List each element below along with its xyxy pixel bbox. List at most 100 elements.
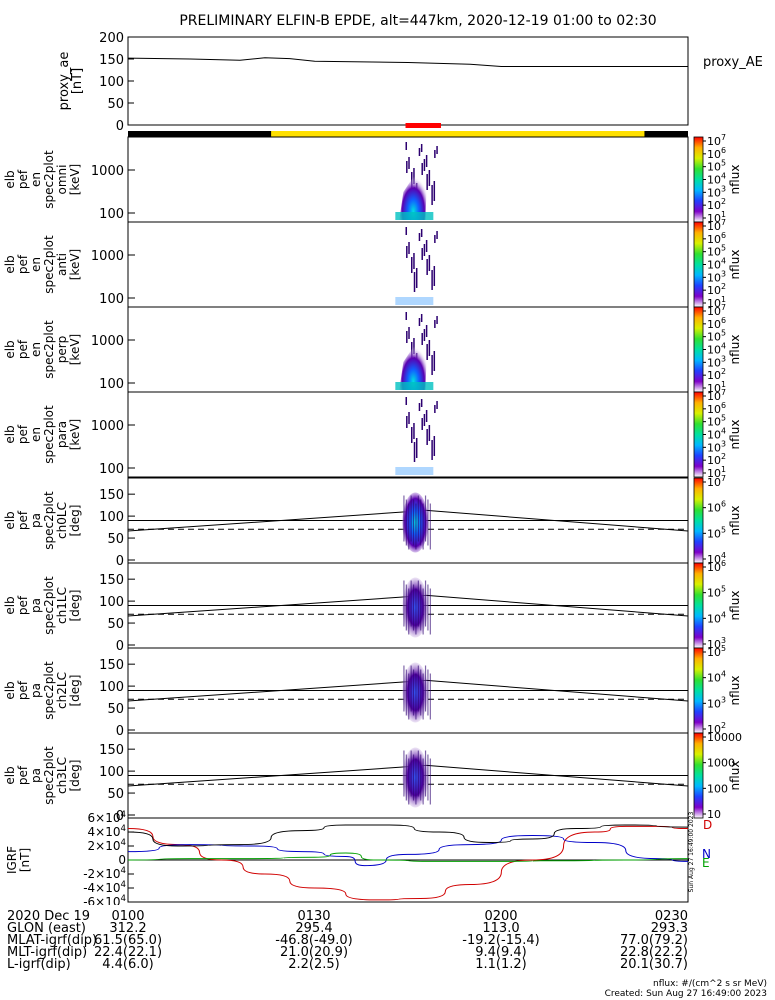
spectrogram-speckle [434,150,436,158]
spectrogram-speckle [420,499,422,546]
colorbar [693,136,704,223]
colorbar-tick-label: 100 [707,782,728,795]
panel-ylabel: [keV] [68,419,82,450]
panel-ylabel: ch3LC [55,757,69,794]
spectrogram-speckle [420,314,423,322]
colorbar-tick-label: 10000 [707,731,742,744]
colorbar-label: nflux [728,250,742,280]
panel-ylabel: [keV] [68,334,82,365]
panel-ylabel: spec2plot [42,661,56,720]
footer-value: 295.4 [295,921,333,936]
panel-ytick-label: 1000 [91,249,124,264]
panel-ylabel: elb [3,170,17,188]
spectrogram-speckle [413,423,415,439]
spectrogram-speckle [412,669,415,716]
panel-ytick-label: 50 [107,787,124,802]
panel-ylabel: en [29,342,43,357]
footer-value: 0100 [111,909,145,924]
footer-value: 2.2(2.5) [288,957,340,972]
proxy-ae-frame [127,36,689,126]
colorbar-tick-label: 107 [707,218,726,233]
panel-ylabel: pa [29,768,43,783]
spectrogram-low-energy [395,212,434,220]
units-note: nflux: #/(cm^2 s sr MeV) Created: Sun Au… [605,979,767,999]
colorbar-label: nflux [728,761,742,791]
spectrogram-speckle [410,495,412,542]
spectrogram-speckle [431,355,433,375]
spectrogram-speckle [403,750,405,797]
spectrogram-speckle [405,669,407,716]
spectrogram-speckle [418,233,421,241]
spectrogram-speckle [405,754,407,801]
spectrogram-speckle [436,231,438,239]
proxy-ae-ytick-label: 0 [116,119,124,134]
spectrogram-speckle [429,503,431,550]
spectrogram-speckle [411,427,413,443]
colorbar [693,647,704,734]
footer-value: 0130 [297,909,331,924]
footer-value: 22.4(22.1) [93,945,163,960]
spectrogram-speckle [436,316,438,324]
spectrogram-speckle [428,255,431,271]
colorbar-tick-label: 101 [707,380,726,395]
colorbar-tick-label: 106 [707,500,726,515]
spectrogram-speckle [410,665,412,712]
colorbar-tick-label: 104 [707,257,726,272]
footer-row: GLON (east) 312.2 295.4 113.0 293.3 [0,922,775,936]
spectrogram-speckle [429,758,431,805]
spectrogram-speckle [408,503,410,550]
spectrogram-speckle [427,584,429,631]
spectrogram-speckle [423,414,426,426]
panel-ylabel: spec2plot [42,405,56,464]
colorbar-label: nflux [728,591,742,621]
colorbar [693,732,704,819]
colorbar-label: nflux [728,506,742,536]
colorbar-tick-label: 104 [707,342,726,357]
spectrogram-speckle [405,584,407,631]
panel-ylabel: spec2plot [42,235,56,294]
spectrogram-speckle [405,397,408,405]
colorbar-tick-label: 106 [707,231,726,246]
colorbar-tick-label: 104 [707,172,726,187]
spectrogram-speckle [434,405,436,413]
spectrogram-speckle [406,246,408,258]
igrf-ylabel: IGRF [5,846,19,874]
spectrogram-speckle [406,416,408,428]
spectrogram-speckle [429,673,431,720]
panel-ytick-label: 1000 [91,164,124,179]
spectrogram-speckle [421,418,423,430]
footer-value: 22.8(22.2) [619,945,688,960]
panel-ylabel: ch0LC [55,502,69,539]
colorbar-tick-label: 1000 [707,757,735,770]
panel-ylabel: perp [55,336,69,364]
panel-ylabel: en [29,172,43,187]
spectrogram-flux [399,162,428,220]
igrf-ytick-label: 0 [118,853,126,867]
figure-canvas: PRELIMINARY ELFIN-B EPDE, alt=447km, 202… [3,13,763,905]
spectrogram-speckle [433,181,436,201]
spectrogram-speckle [413,253,415,269]
spectrogram-speckle [431,185,433,205]
spectrogram-speckle [406,331,408,343]
spectrogram-low-energy [395,467,434,475]
panel-ytick-label: 0 [116,639,124,654]
panel-ylabel: para [55,421,69,448]
spectrogram-speckle [408,673,410,720]
colorbar [693,306,704,393]
footer-row-label: GLON (east) [7,921,86,936]
spectrogram-speckle [427,669,429,716]
panel-ytick-label: 50 [107,702,124,717]
spectrogram-speckle [412,754,415,801]
spectrogram-speckle [415,438,418,458]
spectrogram-speckle [436,401,438,409]
sunlit-bar [271,131,645,137]
panel-ylabel: pa [29,683,43,698]
colorbar-label: nflux [728,676,742,706]
colorbar-tick-label: 102 [707,452,726,467]
colorbar-label: nflux [728,335,742,365]
spectrogram-speckle [408,157,410,169]
colorbar-label: nflux [728,420,742,450]
panel-ytick-label: 50 [107,532,124,547]
spectrogram-speckle [417,750,419,797]
spectrogram-flux [399,332,428,390]
